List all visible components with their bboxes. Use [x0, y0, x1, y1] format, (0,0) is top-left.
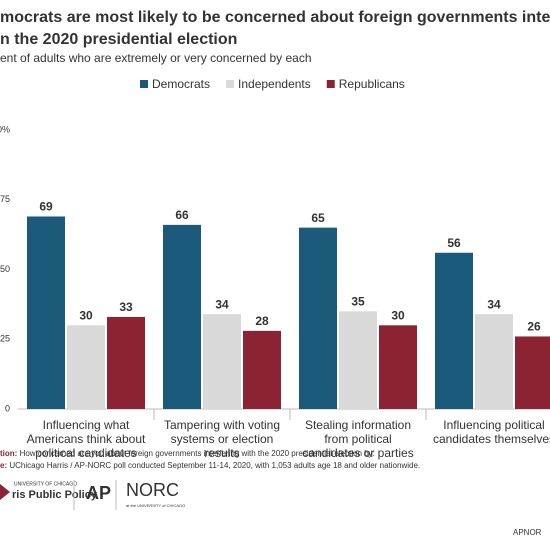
logo-text: ris Public Policy: [12, 489, 98, 501]
bar: [27, 216, 65, 409]
x-tick-label: political candidates: [35, 446, 136, 460]
value-label: 69: [39, 200, 53, 214]
question-label: tion:: [0, 449, 17, 458]
logo-text: UNIVERSITY OF CHICAGO: [14, 481, 77, 487]
x-tick-label: Influencing political: [443, 418, 544, 432]
bar: [339, 311, 377, 409]
logo-text: at the UNIVERSITY of CHICAGO: [126, 503, 185, 508]
bar: [163, 224, 201, 409]
bar: [299, 227, 337, 409]
y-tick-label: 50: [0, 264, 10, 274]
legend-label: Democrats: [152, 77, 210, 91]
x-tick-label: Influencing what: [43, 418, 130, 432]
value-label: 34: [215, 297, 229, 311]
bar: [67, 325, 105, 409]
value-label: 66: [175, 208, 189, 222]
x-tick-label: results: [204, 446, 239, 460]
chart-title: n the 2020 presidential election: [0, 31, 237, 48]
x-tick-label: candidates themselves: [433, 432, 550, 446]
bar: [243, 330, 281, 409]
footer-note: tion: How concerned are you about foreig…: [0, 449, 375, 458]
source: UChicago Harris / AP-NORC poll conducted…: [9, 461, 420, 470]
footer-note: e: UChicago Harris / AP-NORC poll conduc…: [0, 461, 420, 470]
x-tick-label: from political: [324, 432, 391, 446]
question: How concerned are you about foreign gove…: [20, 449, 375, 458]
legend-swatch: [326, 80, 335, 88]
y-tick-label: 75: [0, 194, 10, 204]
value-label: 56: [447, 236, 461, 250]
x-tick-label: candidates or parties: [302, 446, 413, 460]
source-label: e:: [0, 461, 7, 470]
bar: [107, 316, 145, 409]
legend-label: Independents: [238, 77, 311, 91]
logo-mark: [0, 484, 10, 500]
value-label: 35: [351, 295, 365, 309]
value-label: 26: [527, 320, 541, 334]
value-label: 33: [119, 300, 133, 314]
value-label: 28: [255, 314, 269, 328]
x-tick-label: Stealing information: [305, 418, 411, 432]
watermark: APNOR: [513, 528, 542, 537]
y-tick-label: 25: [0, 334, 10, 344]
chart-title: mocrats are most likely to be concerned …: [0, 9, 550, 26]
legend-swatch: [140, 80, 148, 88]
legend-label: Republicans: [339, 77, 405, 91]
chart-subtitle: ent of adults who are extremely or very …: [0, 51, 312, 65]
logo-text: AP: [86, 483, 111, 503]
bar: [515, 336, 550, 409]
x-tick-label: systems or election: [171, 432, 274, 446]
value-label: 65: [311, 211, 325, 225]
bar: [379, 325, 417, 409]
value-label: 30: [79, 308, 93, 322]
y-tick-label: 100%: [0, 124, 10, 134]
value-label: 30: [391, 308, 405, 322]
logo-text: NORC: [126, 480, 179, 500]
bar: [203, 314, 241, 409]
bar: [475, 314, 513, 409]
value-label: 34: [487, 297, 501, 311]
bar: [435, 252, 473, 409]
x-tick-label: Americans think about: [27, 432, 146, 446]
legend-swatch: [226, 80, 235, 88]
x-tick-label: Tampering with voting: [164, 418, 280, 432]
y-tick-label: 0: [5, 403, 10, 413]
